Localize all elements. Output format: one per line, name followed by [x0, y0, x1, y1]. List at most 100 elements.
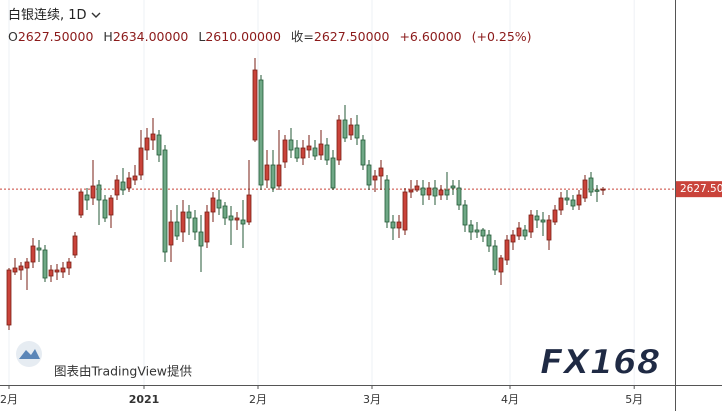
candle-body	[72, 235, 78, 256]
candle-body	[138, 147, 144, 176]
candle-body	[336, 119, 342, 161]
candle-body	[408, 189, 414, 193]
candle-body	[30, 245, 36, 263]
candle-body	[198, 231, 204, 247]
candle-body	[252, 69, 258, 141]
candle-body	[144, 137, 150, 151]
candle-body	[444, 189, 450, 196]
candle-body	[588, 177, 594, 193]
candle-body	[378, 167, 384, 177]
candle-body	[552, 209, 558, 223]
ohlc-value: 2627.50000	[17, 29, 94, 44]
x-tick-label: 2021	[129, 393, 160, 406]
chevron	[91, 12, 101, 18]
candle-body	[36, 247, 42, 251]
candle-body	[300, 147, 306, 159]
x-tick-label: 5月	[625, 393, 643, 406]
candle-body	[432, 187, 438, 197]
candle-body	[414, 185, 420, 191]
candle-body	[516, 227, 522, 237]
x-tick-label: 2月	[0, 393, 18, 406]
candle-body	[228, 215, 234, 221]
candle-body	[468, 224, 474, 233]
candle-body	[570, 199, 576, 207]
symbol: 白银连续, 1D	[8, 8, 87, 23]
candle-body	[288, 139, 294, 151]
candle-body	[222, 205, 228, 219]
ohlc-key: H	[103, 29, 113, 44]
candle-body	[78, 191, 84, 216]
candle-body	[360, 139, 366, 166]
ohlc-key: L	[198, 29, 206, 44]
candle-body	[306, 145, 312, 151]
candle-body	[474, 229, 480, 233]
x-tick-label: 2月	[249, 393, 267, 406]
candle-body	[564, 197, 570, 201]
candle-body	[204, 211, 210, 243]
ohlc-value: 2634.00000	[112, 29, 189, 44]
candle-body	[384, 179, 390, 223]
candle-body	[276, 164, 282, 187]
candle-body	[420, 187, 426, 196]
candle-body	[90, 185, 96, 199]
candle-body	[96, 184, 102, 201]
ohlc-row: O2627.50000 H2634.00000 L2610.00000 收=2627.…	[8, 26, 532, 45]
candle-body	[462, 204, 468, 226]
x-tick-label: 3月	[363, 393, 381, 406]
candle-body	[108, 197, 114, 216]
candle-body	[246, 194, 252, 223]
candle-body	[504, 239, 510, 261]
candle-body	[498, 257, 504, 273]
candle-body	[66, 261, 72, 269]
candle-body	[240, 219, 246, 225]
candle-body	[324, 144, 330, 161]
candle-body	[348, 124, 354, 136]
candle-body	[102, 199, 108, 219]
ohlc-key: O	[8, 29, 18, 44]
candle-body	[390, 221, 396, 229]
candle-body	[486, 234, 492, 247]
candle-body	[120, 181, 126, 191]
candle-body	[126, 177, 132, 189]
candle-body	[162, 149, 168, 253]
candle-body	[168, 221, 174, 246]
change: +6.60000	[399, 29, 462, 44]
candle-body	[216, 199, 222, 209]
candle-body	[396, 221, 402, 229]
candle-body	[522, 229, 528, 237]
candle-body	[156, 134, 162, 156]
candle-body	[450, 185, 456, 189]
watermark: 图表由TradingView提供	[54, 364, 192, 379]
candle-body	[258, 79, 264, 186]
candles	[6, 58, 606, 330]
candle-body	[132, 175, 138, 181]
x-tick-label: 4月	[501, 393, 519, 406]
candle-body	[402, 191, 408, 231]
candle-body	[192, 217, 198, 233]
logo: FX168	[540, 343, 660, 383]
candle-body	[456, 187, 462, 206]
candle-body	[54, 269, 60, 273]
candle-body	[600, 188, 606, 191]
candle-body	[438, 189, 444, 196]
candle-body	[318, 143, 324, 156]
change-percent: (+0.25%)	[471, 29, 532, 44]
candle-body	[24, 261, 30, 269]
candle-body	[174, 221, 180, 237]
candle-body	[84, 194, 90, 201]
candle-body	[114, 179, 120, 196]
candle-body	[264, 164, 270, 181]
grid	[8, 0, 635, 385]
symbol-header[interactable]: 白银连续, 1D	[8, 4, 101, 23]
candle-body	[282, 139, 288, 163]
tradingview-logo	[16, 341, 42, 367]
candle-body	[234, 217, 240, 221]
candle-body	[330, 157, 336, 189]
candle-body	[534, 215, 540, 221]
candle-body	[582, 179, 588, 199]
candle-body	[294, 147, 300, 159]
price-label: 2627.50	[680, 183, 722, 195]
candle-body	[528, 214, 534, 233]
